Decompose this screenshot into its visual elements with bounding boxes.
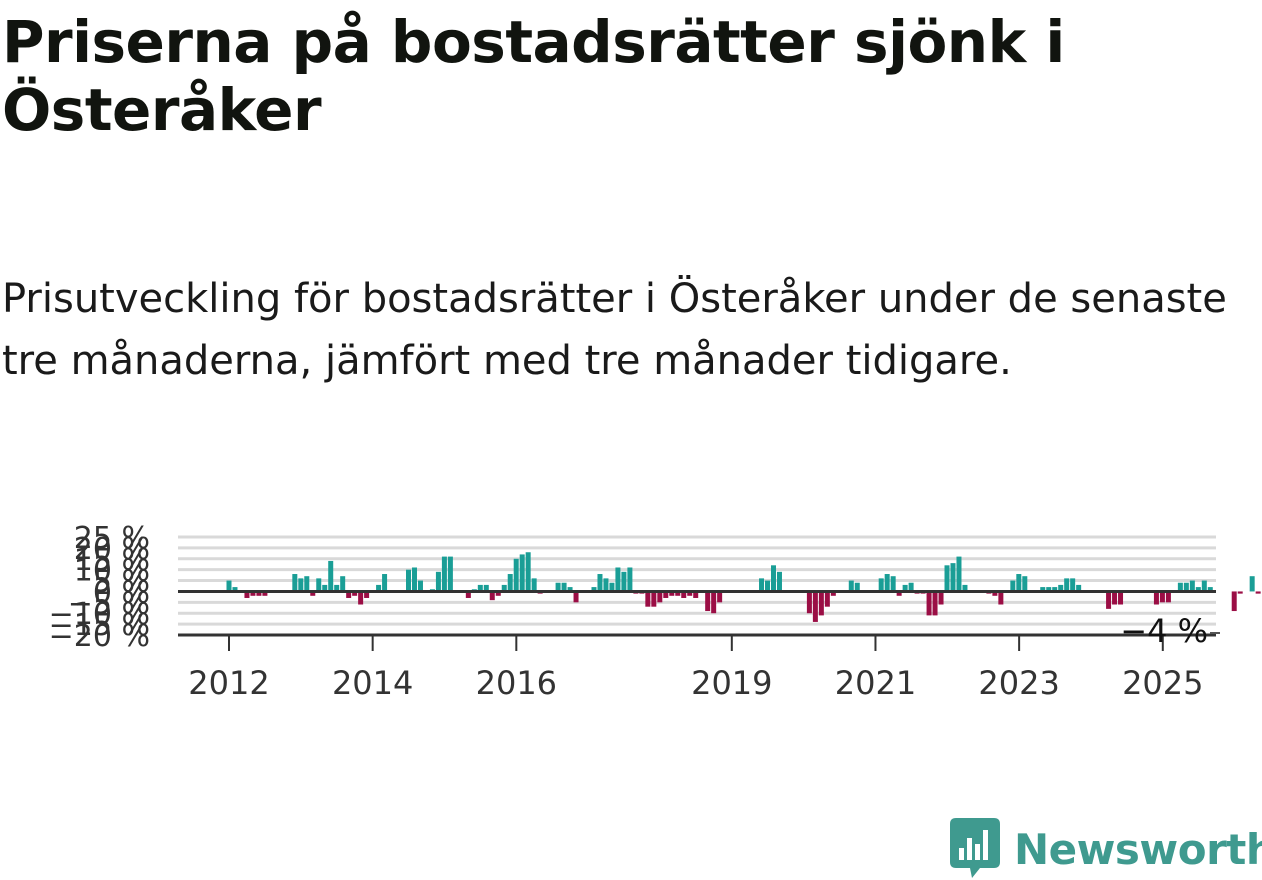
chart-bar [1202,581,1207,592]
chart-bar [1190,581,1195,592]
chart-bar [950,563,955,591]
chart-bar [418,581,423,592]
chart-bar [879,578,884,591]
chart-bar [304,576,309,591]
chart-bar [717,591,722,602]
chart-bar [657,591,662,602]
page-title: Priserna på bostadsrätter sjönk i Österå… [2,8,1242,144]
chart-bar [939,591,944,604]
chart-bar [1016,574,1021,591]
chart-bar [807,591,812,613]
x-tick-label: 2014 [332,664,413,702]
y-tick-label: −20 % [49,619,150,654]
chart-bar [927,591,932,615]
x-axis: 2012 2014 2016 2019 2021 2023 2025 [178,591,1216,702]
chart-bar [933,591,938,615]
chart-bar [316,578,321,591]
chart-bar [526,552,531,591]
y-axis-labels: 25 %20 %15 %10 %5 %0 %−5 %−10 %−15 %−20 … [49,521,150,654]
chart-bar [1166,591,1171,602]
chart-bar [1154,591,1159,604]
chart-bar [227,581,232,592]
chart-bar [627,567,632,591]
newsworthy-logo-text: Newsworthy [1014,825,1262,874]
chart-bar [765,581,770,592]
newsworthy-logo-icon [950,818,1000,880]
x-tick-label: 2016 [476,664,557,702]
chart-annotation: −4 % [1120,600,1262,655]
chart-bar [574,591,579,602]
chart-bar [442,557,447,592]
chart-bar [651,591,656,606]
chart-bar [292,574,297,591]
chart-bar [945,565,950,591]
chart-bar [1064,578,1069,591]
chart-bar [508,574,513,591]
x-tick-label: 2023 [978,664,1059,702]
chart-bar [1070,578,1075,591]
chart-bar [520,554,525,591]
chart-bar [819,591,824,615]
x-tick-label: 2019 [691,664,772,702]
x-tick-label: 2021 [835,664,916,702]
chart-bar [1256,591,1261,593]
chart-bar [1112,591,1117,604]
chart-bar [759,578,764,591]
chart-bar [1022,576,1027,591]
chart-bar [711,591,716,613]
chart-bar [532,578,537,591]
x-tick-label: 2012 [188,664,269,702]
bar-chart: 25 %20 %15 %10 %5 %0 %−5 %−10 %−15 %−20 … [0,505,1262,705]
chart-bar [621,572,626,592]
chart-bar [448,557,453,592]
chart-bar [849,581,854,592]
chart-bar [1232,591,1237,611]
chart-bar [956,557,961,592]
chart-bar [777,572,782,592]
chart-bar [771,565,776,591]
chart-bar [1118,591,1123,604]
chart-bar [705,591,710,611]
newsworthy-logo: Newsworthy [950,818,1262,880]
chart-bar [1010,581,1015,592]
chart-bar [603,578,608,591]
chart-bar [328,561,333,591]
chart-bar [885,574,890,591]
chart-bar [406,570,411,592]
chart-bar [825,591,830,606]
chart-bar [1238,591,1243,593]
chart-bar [597,574,602,591]
chart-bar [1250,576,1255,591]
chart-bar [645,591,650,606]
chart-bar [998,591,1003,604]
chart-bar [412,567,417,591]
chart-bar [382,574,387,591]
chart-bar [1160,591,1165,602]
chart-bar [891,576,896,591]
chart-bar [813,591,818,621]
chart-gridlines [178,537,1216,624]
chart-bar [615,567,620,591]
chart-bar [298,578,303,591]
chart-bar [358,591,363,604]
chart-bar [340,576,345,591]
x-tick-label: 2025 [1122,664,1203,702]
chart-bars [227,552,1262,622]
page-subtitle: Prisutveckling för bostadsrätter i Öster… [2,268,1242,392]
chart-bar [436,572,441,592]
chart-bar [1106,591,1111,608]
chart-bar [514,559,519,592]
annotation-label: −4 % [1120,612,1208,650]
